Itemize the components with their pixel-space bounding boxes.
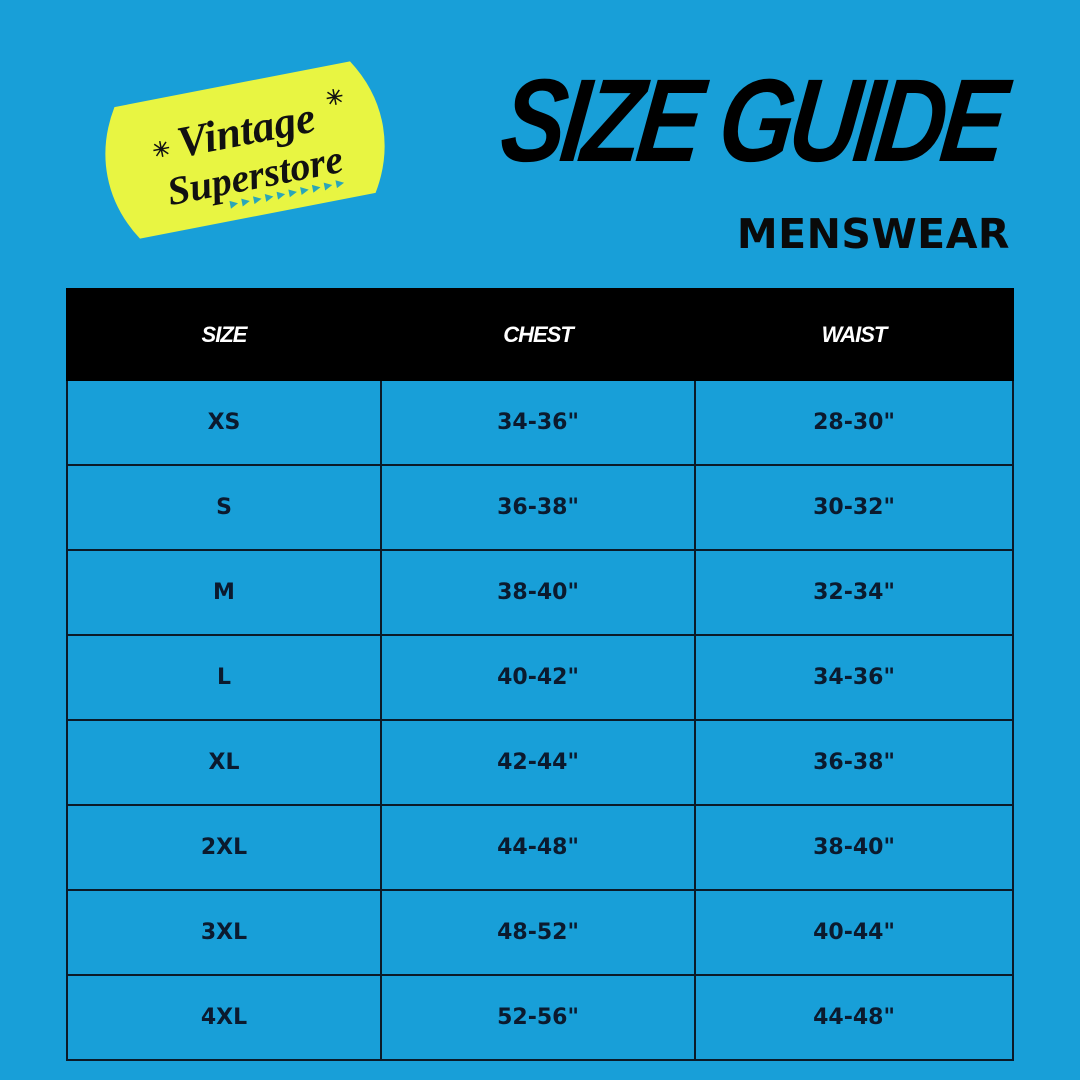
cell-waist: 32-34" [694,549,1014,636]
vintage-superstore-logo: Vintage Superstore [85,45,405,255]
cell-size: 2XL [66,804,382,891]
page-subtitle: MENSWEAR [736,210,1010,258]
table-row: 2XL 44-48" 38-40" [66,804,1014,891]
cell-chest: 36-38" [380,464,696,551]
cell-chest: 42-44" [380,719,696,806]
table-row: XS 34-36" 28-30" [66,379,1014,466]
table-row: S 36-38" 30-32" [66,464,1014,551]
cell-size: 3XL [66,889,382,976]
table-row: 3XL 48-52" 40-44" [66,889,1014,976]
sparkle-icon [153,88,343,157]
cell-waist: 36-38" [694,719,1014,806]
cell-waist: 30-32" [694,464,1014,551]
table-row: M 38-40" 32-34" [66,549,1014,636]
cell-size: XS [66,379,382,466]
cell-size: M [66,549,382,636]
table-row: XL 42-44" 36-38" [66,719,1014,806]
cell-chest: 44-48" [380,804,696,891]
page-title: SIZE GUIDE [495,55,1010,187]
table-header-row: SIZE CHEST WAIST [66,288,1014,381]
cell-size: XL [66,719,382,806]
column-header-chest: CHEST [380,288,696,381]
table-row: 4XL 52-56" 44-48" [66,974,1014,1061]
cell-size: 4XL [66,974,382,1061]
triangle-pattern-icon [229,180,345,209]
column-header-size: SIZE [66,288,382,381]
cell-waist: 40-44" [694,889,1014,976]
cell-size: L [66,634,382,721]
cell-waist: 44-48" [694,974,1014,1061]
cell-chest: 40-42" [380,634,696,721]
cell-chest: 34-36" [380,379,696,466]
cell-chest: 48-52" [380,889,696,976]
cell-chest: 38-40" [380,549,696,636]
cell-waist: 34-36" [694,634,1014,721]
cell-waist: 28-30" [694,379,1014,466]
cell-size: S [66,464,382,551]
size-table: SIZE CHEST WAIST XS 34-36" 28-30" S 36-38" 30… [66,288,1014,1061]
column-header-waist: WAIST [694,288,1014,381]
cell-waist: 38-40" [694,804,1014,891]
cell-chest: 52-56" [380,974,696,1061]
table-row: L 40-42" 34-36" [66,634,1014,721]
